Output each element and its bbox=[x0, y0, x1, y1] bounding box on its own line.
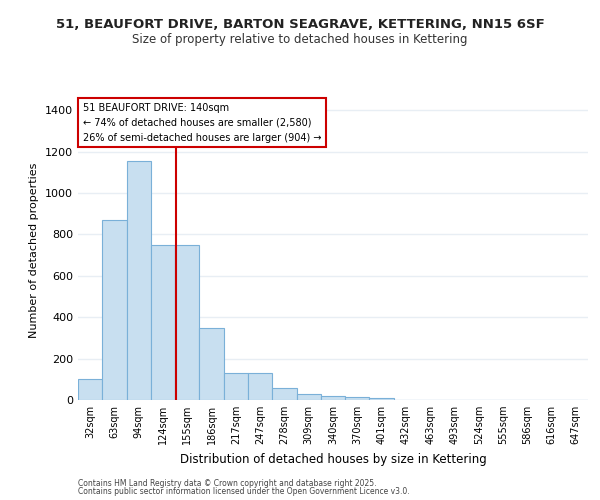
Bar bbox=[151, 245, 175, 400]
Text: Size of property relative to detached houses in Kettering: Size of property relative to detached ho… bbox=[132, 32, 468, 46]
Bar bbox=[321, 396, 345, 400]
Bar bbox=[224, 373, 248, 400]
Bar bbox=[78, 380, 102, 400]
Bar bbox=[175, 245, 199, 400]
Bar bbox=[248, 373, 272, 400]
Text: Contains HM Land Registry data © Crown copyright and database right 2025.: Contains HM Land Registry data © Crown c… bbox=[78, 478, 377, 488]
X-axis label: Distribution of detached houses by size in Kettering: Distribution of detached houses by size … bbox=[179, 452, 487, 466]
Bar bbox=[296, 394, 321, 400]
Bar bbox=[272, 388, 296, 400]
Bar bbox=[345, 397, 370, 400]
Text: 51 BEAUFORT DRIVE: 140sqm
← 74% of detached houses are smaller (2,580)
26% of se: 51 BEAUFORT DRIVE: 140sqm ← 74% of detac… bbox=[83, 103, 322, 142]
Bar bbox=[102, 220, 127, 400]
Bar bbox=[127, 161, 151, 400]
Text: 51, BEAUFORT DRIVE, BARTON SEAGRAVE, KETTERING, NN15 6SF: 51, BEAUFORT DRIVE, BARTON SEAGRAVE, KET… bbox=[56, 18, 544, 30]
Text: Contains public sector information licensed under the Open Government Licence v3: Contains public sector information licen… bbox=[78, 487, 410, 496]
Y-axis label: Number of detached properties: Number of detached properties bbox=[29, 162, 40, 338]
Bar bbox=[199, 328, 224, 400]
Bar bbox=[370, 398, 394, 400]
